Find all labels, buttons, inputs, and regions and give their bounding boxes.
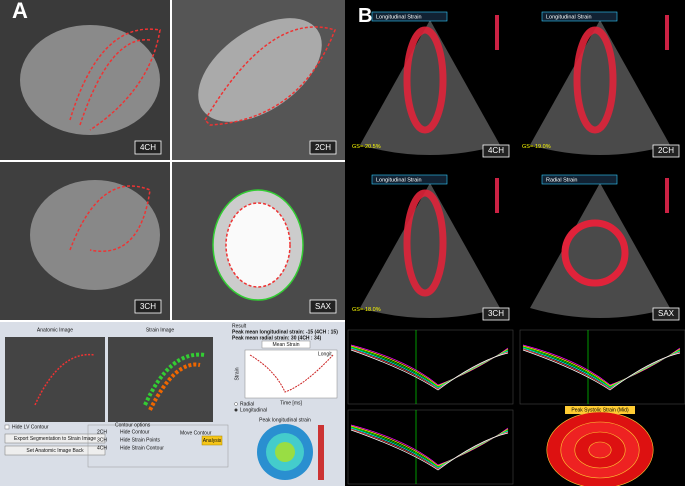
checkbox-label: Hide LV Contour [12,424,49,430]
button[interactable] [201,435,223,446]
view-label: 2CH [658,146,674,155]
strain-curve [350,429,509,471]
legend: Longit [318,351,332,357]
axis-label: Strain [234,367,240,380]
colorbar [318,425,324,480]
view-box [652,307,680,321]
strain-curve [350,349,509,391]
strain-curve [522,349,681,391]
strain-image [108,337,213,422]
anatomic-image [5,337,105,422]
plot-frame [347,409,514,485]
view-box [652,144,680,158]
group-title: Contour options [115,422,151,428]
title-box [541,11,618,22]
ui-title: Anatomic Image [37,327,73,333]
colorbar [665,15,669,50]
view-box [482,144,510,158]
strain-band [561,219,629,287]
view-label: 4CH [140,143,156,152]
plot-frame [519,329,685,405]
echo-fan [530,183,670,318]
ui-title: Strain Image [146,327,175,333]
button-text: Set Anatomic Image Back [26,448,84,454]
option: Hide Contour [120,429,150,435]
button-text: Export Segmentation to Strain Image [14,436,96,442]
view-label: 4CH [488,146,504,155]
move-label: Move Contour [180,430,212,436]
echo-fan [360,20,500,155]
view-label: 3CH [488,309,504,318]
strain-band [573,26,617,134]
strain-band [403,189,447,297]
button-text: Analysis [203,438,222,444]
checkbox[interactable] [4,424,10,430]
plot-frame [347,329,514,405]
strain-curves [347,329,685,489]
echo-title: Longitudinal Strain [376,177,422,183]
mri-panels [0,0,345,320]
colorbar [495,15,499,50]
view-labels: 4CH 2CH 3CH SAX [134,140,337,314]
view-label: SAX [315,302,332,311]
radio-label: Radial [240,401,254,407]
strain-band [403,26,447,134]
radio[interactable] [234,402,238,406]
group-box [87,424,229,468]
echo-fan [360,183,500,318]
panel-label: B [358,5,372,27]
bullseye-ring [588,441,612,459]
echo-title: Longitudinal Strain [546,14,592,20]
option: Hide Strain Contour [120,445,164,451]
ui-title: Result [232,323,247,329]
view-option: 3CH [97,437,107,443]
radio-label: Longitudinal [240,407,267,413]
echo-title: Radial Strain [546,177,578,183]
title-box [541,174,618,185]
view-label: 3CH [140,302,156,311]
colorbar [665,178,669,213]
view-option: 2CH [97,429,107,435]
title-box [371,11,448,22]
view-label: 2CH [315,143,331,152]
button[interactable] [4,433,106,444]
title-box [371,174,448,185]
panel-label: A [12,0,28,23]
ui-title: Peak longitudinal strain [259,417,311,423]
axis-label: Time [ms] [280,400,302,406]
dropdown-text: Mean Strain [273,342,300,348]
bullseye [257,424,313,480]
result-line: Peak mean longitudinal strain: -15 (4CH … [232,329,338,335]
button[interactable] [4,445,106,456]
result-line: Peak mean radial strain: 30 (4CH : 34) [232,335,322,341]
view-option: 4CH [97,445,107,451]
option: Hide Strain Points [120,437,161,443]
gs-value: GS=-18.0% [352,307,381,313]
bullseye-title: Peak Systolic Strain (Mid) [571,407,629,413]
echo-fan [530,20,670,155]
gs-value: GS=-19.0% [522,144,551,150]
echo-title: Longitudinal Strain [376,14,422,20]
dropdown[interactable] [261,340,311,349]
radio[interactable] [234,408,238,412]
view-box [482,307,510,321]
echo-views: Longitudinal Strain GS=-20.5% 4CH Longitudi… [352,11,680,321]
view-label: SAX [658,309,675,318]
colorbar [495,178,499,213]
bullseye-title-box [565,406,635,414]
gs-value: GS=-20.5% [352,144,381,150]
